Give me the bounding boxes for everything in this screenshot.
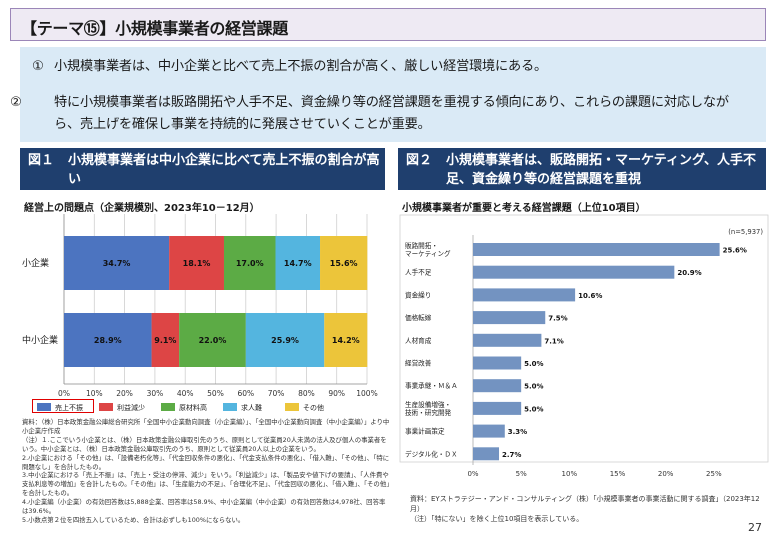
page-title: 【テーマ⑮】小規模事業者の経営課題 xyxy=(21,19,288,38)
figure-2-subtitle: 小規模事業者が重要と考える経営課題（上位10項目） xyxy=(402,203,646,214)
data-label: 14.2% xyxy=(332,336,360,345)
figure-2-source: 資料：EYストラテジー・アンド・コンサルティング（株）「小規模事業者の事業活動に… xyxy=(410,494,770,524)
legend-swatch xyxy=(37,403,51,411)
x-tick-label: 90% xyxy=(328,389,345,398)
source-line: 資料：EYストラテジー・アンド・コンサルティング（株）「小規模事業者の事業活動に… xyxy=(410,495,760,513)
legend-label: 利益減少 xyxy=(117,404,145,412)
legend-swatch xyxy=(161,403,175,411)
figure-1-notes: 資料：（株）日本政策金融公庫総合研究所「全国中小企業動向調査（小企業編）」、「全… xyxy=(22,418,390,525)
page-title-bar: 【テーマ⑮】小規模事業者の経営課題 xyxy=(10,8,766,41)
page-number: 27 xyxy=(748,521,762,534)
legend-label: 原材料高 xyxy=(179,404,207,412)
legend-label: その他 xyxy=(303,404,324,412)
note-line: 3.中小企業における「売上不振」は、「売上・受注の停滞、減少」をいう。「利益減少… xyxy=(22,471,390,498)
bar-segment xyxy=(275,236,321,290)
legend-swatch xyxy=(99,403,113,411)
category-label: 小企業 xyxy=(22,257,49,269)
data-label: 25.9% xyxy=(271,336,299,345)
bar-segment xyxy=(179,313,246,367)
data-label: 15.6% xyxy=(330,259,358,268)
legend-swatch xyxy=(285,403,299,411)
legend-swatch xyxy=(223,403,237,411)
figure-1-subtitle: 経営上の問題点（企業規模別、2023年10－12月） xyxy=(24,203,260,214)
data-label: 28.9% xyxy=(94,336,122,345)
summary-box: ① 小規模事業者は、中小企業と比べて売上不振の割合が高く、厳しい経営環境にある。 … xyxy=(10,47,766,142)
bar-segment xyxy=(245,313,325,367)
category-label: 中小企業 xyxy=(22,334,58,346)
x-tick-label: 0% xyxy=(58,389,70,398)
x-tick-label: 80% xyxy=(298,389,315,398)
summary-item-2: ② 特に小規模事業者は販路開拓や人手不足、資金繰り等の経営課題を重視する傾向にあり… xyxy=(10,92,754,136)
bar-segment xyxy=(151,313,180,367)
x-tick-label: 50% xyxy=(207,389,224,398)
x-tick-label: 20% xyxy=(116,389,133,398)
bar-segment xyxy=(64,313,152,367)
figure-1-header: 図１ 小規模事業者は中小企業に比べて売上不振の割合が高い xyxy=(20,148,385,190)
x-tick-label: 10% xyxy=(86,389,103,398)
note-line: （注）１.ここでいう小企業とは、（株）日本政策金融公庫取引先のうち、原則として従… xyxy=(22,435,387,453)
summary-item-2-text: 特に小規模事業者は販路開拓や人手不足、資金繰り等の経営課題を重視する傾向にあり、… xyxy=(54,95,729,132)
data-label: 22.0% xyxy=(199,336,227,345)
note-line: 4.小企業編（小企業）の有効回答数は5,888企業、回答率は58.9%、中小企業… xyxy=(22,498,386,516)
legend-highlight-frame xyxy=(32,399,94,413)
figure-2-title: 小規模事業者は、販路開拓・マーケティング、人手不足、資金繰り等の経営課題を重視 xyxy=(446,153,757,187)
x-tick-label: 30% xyxy=(147,389,164,398)
figure-2-header: 図２ 小規模事業者は、販路開拓・マーケティング、人手不足、資金繰り等の経営課題を… xyxy=(398,148,766,190)
note-line: 資料：（株）日本政策金融公庫総合研究所「全国中小企業動向調査（小企業編）」、「全… xyxy=(22,418,390,435)
figure-1-number: 図１ xyxy=(28,153,55,168)
note-line: 2.小企業における「その他」は、「設備老朽化等」、「代金回収条件の悪化」、「代金… xyxy=(22,453,390,471)
source-line: （注）「特にない」を除く上位10項目を表示している。 xyxy=(410,515,584,523)
data-label: 14.7% xyxy=(284,259,312,268)
data-label: 34.7% xyxy=(103,259,131,268)
x-tick-label: 60% xyxy=(237,389,254,398)
data-label: 9.1% xyxy=(154,336,176,345)
figure-1-title: 小規模事業者は中小企業に比べて売上不振の割合が高い xyxy=(68,153,380,187)
data-label: 18.1% xyxy=(183,259,211,268)
note-line: 5.小数点第２位を四捨五入しているため、合計は必ずしも100%にならない。 xyxy=(22,515,245,524)
summary-item-2-number: ② xyxy=(10,95,22,110)
legend-label: 売上不振 xyxy=(55,404,83,412)
summary-item-1: ① 小規模事業者は、中小企業と比べて売上不振の割合が高く、厳しい経営環境にある。 xyxy=(32,56,547,78)
legend-label: 求人難 xyxy=(241,404,262,412)
figure-2-number: 図２ xyxy=(406,153,433,168)
x-tick-label: 100% xyxy=(356,389,377,398)
bar-segment xyxy=(169,236,224,290)
summary-item-1-text: 小規模事業者は、中小企業と比べて売上不振の割合が高く、厳しい経営環境にある。 xyxy=(54,59,547,74)
bar-segment xyxy=(64,236,170,290)
bar-segment xyxy=(324,313,368,367)
x-tick-label: 40% xyxy=(177,389,194,398)
bar-segment xyxy=(223,236,276,290)
summary-item-1-number: ① xyxy=(32,59,44,74)
data-label: 17.0% xyxy=(236,259,264,268)
x-tick-label: 70% xyxy=(268,389,285,398)
bar-segment xyxy=(320,236,368,290)
